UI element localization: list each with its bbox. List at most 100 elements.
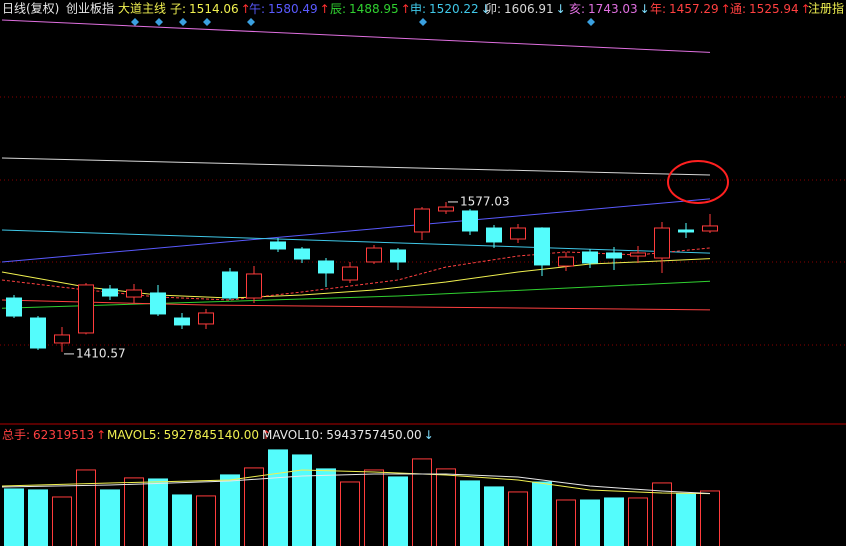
volume-bar (76, 469, 96, 546)
grid (0, 96, 846, 346)
candle-body (654, 227, 670, 259)
period: 日线(复权) (2, 2, 59, 16)
volume-bar (388, 476, 408, 546)
candle-body (246, 273, 262, 299)
legend-entry: 午: 1580.49 ↑ (249, 2, 330, 16)
legend-name: 子: (170, 2, 186, 16)
volume-bar (580, 499, 600, 546)
legend-arrow: ↑ (320, 2, 330, 16)
volume-bar (172, 494, 192, 546)
indicator-line (1, 299, 711, 311)
candle-body (30, 317, 46, 349)
indicator-line (1, 473, 711, 495)
candle-body (558, 256, 574, 267)
candle-body (390, 249, 406, 263)
candle-body (606, 252, 622, 259)
legend-value: 1525.94 (749, 2, 799, 16)
candle-body (54, 334, 70, 344)
legend-value: 62319513 (33, 428, 94, 442)
candle-body (438, 206, 454, 212)
legend-arrow: ↑ (801, 2, 811, 16)
chart-title: 创业板指 (66, 1, 114, 16)
signal-marker (419, 18, 427, 26)
legend-value: 1520.22 (429, 2, 479, 16)
candle-body (534, 227, 550, 266)
legend-arrow: ↑ (721, 2, 731, 16)
legend-entry: MAVOL5: 5927845140.00 ↑ (107, 428, 271, 442)
legend-value: 1488.95 (349, 2, 399, 16)
volume-bar (28, 489, 48, 546)
signal-marker (131, 18, 139, 26)
legend-name: 申: (410, 2, 426, 16)
legend-value: 1606.91 (504, 2, 554, 16)
indicator-line (1, 157, 711, 176)
volume-bar (460, 480, 480, 546)
indicator-lines (1, 19, 711, 311)
candle-body (102, 288, 118, 297)
candle-body (342, 266, 358, 281)
legend-name: MAVOL10: (262, 428, 323, 442)
candle-body (126, 289, 142, 298)
legend-name: 卯: (485, 2, 501, 16)
legend-entry: 辰: 1488.95 ↑ (330, 2, 411, 16)
legend-entry: 申: 1520.22 ↓ (410, 2, 491, 16)
candle-body (486, 227, 502, 243)
legend-arrow: ↑ (241, 2, 251, 16)
volume-bar (364, 469, 384, 546)
legend-entry: 亥: 1743.03 ↓ (569, 2, 650, 16)
legend-name: MAVOL5: (107, 428, 161, 442)
candle-body (270, 241, 286, 250)
indicator-line (1, 198, 711, 263)
volume-bar (508, 491, 528, 546)
legend-entry: MAVOL10: 5943757450.00 ↓ (262, 428, 434, 442)
legend-value: 1514.06 (189, 2, 239, 16)
candle-body (366, 247, 382, 263)
legend-arrow: ↑ (401, 2, 411, 16)
legend-name: 午: (249, 2, 265, 16)
legend-value: 5943757450.00 (326, 428, 421, 442)
legend-name: 年: (650, 2, 666, 16)
highlight-circle (667, 160, 729, 204)
legend-arrow: ↓ (424, 428, 434, 442)
signal-marker (247, 18, 255, 26)
indicator-name: 大道主线 (118, 2, 166, 16)
candle-body (702, 225, 718, 232)
volume-bar (4, 488, 24, 546)
volume-bar (268, 449, 288, 546)
volume-bar (700, 490, 720, 546)
candle-body (150, 292, 166, 315)
legend-name: 总手: (2, 428, 30, 442)
legend-value: 1580.49 (268, 2, 318, 16)
volume-bar (628, 497, 648, 546)
indicator-line (1, 229, 711, 254)
legend-name: 亥: (569, 2, 585, 16)
legend: 日线(复权) 创业板指 大道主线 注册指 子: 1514.06 ↑午: 1580.49… (2, 1, 844, 442)
legend-entry: 卯: 1606.91 ↓ (485, 2, 566, 16)
volume-bar (52, 496, 72, 546)
candle-body (318, 260, 334, 274)
candle-body (510, 227, 526, 240)
candle-body (414, 208, 430, 233)
candle-body (582, 251, 598, 264)
indicator-line (1, 280, 711, 309)
candle-body (222, 271, 238, 299)
volume-bar (436, 468, 456, 546)
legend-entry: 子: 1514.06 ↑ (170, 2, 251, 16)
signal-marker (587, 18, 595, 26)
candle-body (462, 210, 478, 232)
legend-arrow: ↑ (261, 428, 271, 442)
legend-arrow: ↓ (640, 2, 650, 16)
signal-marker (179, 18, 187, 26)
candle-body (78, 284, 94, 334)
legend-arrow: ↓ (556, 2, 566, 16)
volume-bar (100, 489, 120, 546)
volume-bar (412, 458, 432, 546)
low-label: 1410.57 (76, 346, 126, 360)
volume-bar (196, 495, 216, 546)
legend-entry: 通: 1525.94 ↑ (730, 2, 811, 16)
signal-markers (131, 18, 595, 26)
candle-body (198, 312, 214, 325)
extra-indicator: 注册指 (808, 1, 844, 16)
volume-bar (652, 482, 672, 546)
